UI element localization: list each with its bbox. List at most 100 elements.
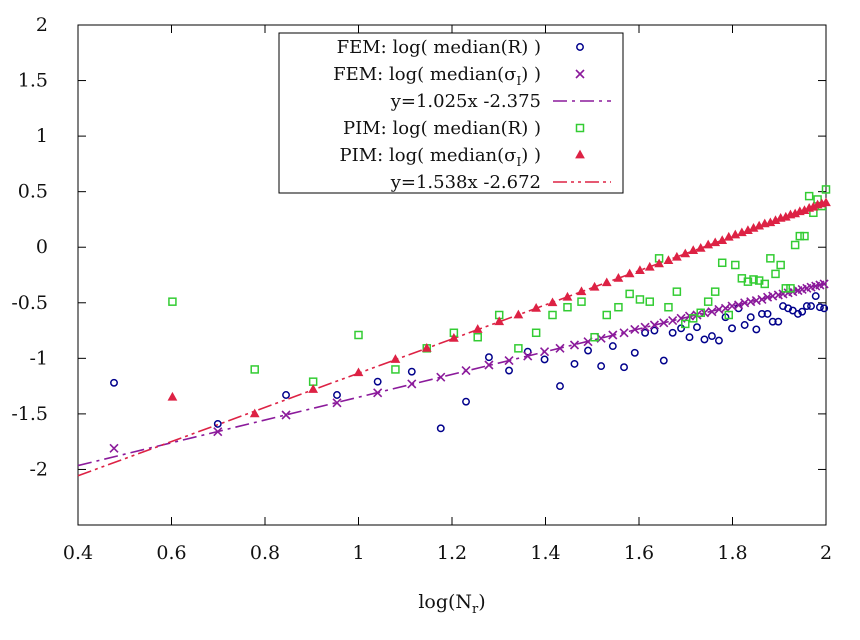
data-point-square: [672, 287, 682, 296]
x-tick-label: 0.4: [63, 542, 93, 564]
data-point-square: [250, 365, 259, 374]
data-point-square: [790, 240, 800, 250]
legend-label: FEM: log( median(σI) ): [333, 64, 541, 88]
data-point-triangle: [601, 277, 612, 287]
data-point-triangle: [688, 245, 699, 254]
data-point-circle: [700, 335, 709, 344]
data-point-triangle: [531, 303, 542, 312]
y-tick-label: -0.5: [11, 292, 48, 314]
data-point-triangle: [494, 316, 505, 326]
data-point-x: [109, 443, 119, 453]
legend: FEM: log( median(R) ) FEM: log( median(σI…: [278, 32, 624, 194]
data-point-square: [781, 284, 791, 293]
data-point-circle: [668, 328, 677, 337]
data-point-x: [668, 315, 678, 326]
x-tick-label: 1: [352, 542, 364, 564]
legend-label: y=1.538x -2.672: [390, 172, 541, 193]
data-point-x: [608, 330, 618, 340]
data-point-triangle: [717, 235, 728, 244]
data-point-x: [407, 379, 417, 389]
y-tick-label: -2: [29, 458, 48, 480]
y-tick-label: 1: [36, 125, 48, 147]
data-point-x: [734, 300, 744, 310]
data-point-circle: [556, 382, 564, 391]
fit-lines: [77, 201, 827, 477]
data-point-circle: [630, 348, 639, 357]
data-point-x: [569, 340, 580, 350]
legend-label: FEM: log( median(R) ): [337, 37, 541, 58]
data-point-square: [786, 284, 795, 293]
axis-ticks: 0.4 0.6 0.8 1 1.2 1.4 1.6 1.8 2 -2 -1.5 -1 -0.5 0 0.5 1…: [11, 14, 832, 564]
data-point-square: [760, 279, 770, 289]
data-point-square: [724, 310, 734, 320]
data-point-x: [436, 372, 446, 382]
data-point-circle: [540, 355, 549, 364]
data-point-square: [749, 275, 758, 284]
data-point-square: [717, 258, 727, 268]
data-point-triangle: [472, 324, 483, 333]
data-point-square: [664, 302, 673, 312]
data-point-circle: [462, 397, 470, 406]
data-point-circle: [570, 359, 579, 368]
legend-label: y=1.025x -2.375: [390, 91, 541, 112]
y-tick-label: 2: [36, 14, 48, 36]
data-point-x: [504, 355, 514, 366]
x-tick-label: 0.8: [250, 542, 280, 564]
data-point-circle: [505, 366, 513, 375]
data-point-circle: [659, 356, 668, 365]
data-point-circle: [820, 304, 829, 313]
data-point-circle: [758, 309, 766, 318]
data-point-square: [548, 310, 557, 320]
data-point-circle: [693, 323, 701, 332]
data-point-triangle: [613, 273, 624, 282]
data-point-x: [539, 347, 550, 357]
data-point-circle: [685, 333, 694, 342]
data-point-circle: [407, 367, 416, 376]
data-point-triangle: [654, 258, 664, 268]
data-point-square: [391, 365, 400, 374]
data-point-circle: [484, 353, 493, 362]
data-point-square: [681, 319, 690, 329]
data-point-circle: [798, 307, 807, 316]
data-point-square: [645, 297, 655, 306]
data-point-square: [473, 332, 482, 342]
data-point-circle: [740, 321, 749, 329]
data-point-circle: [641, 328, 650, 337]
data-point-triangle: [695, 243, 706, 252]
legend-label: PIM: log( median(σI) ): [340, 145, 541, 169]
data-point-square: [743, 277, 753, 286]
data-point-circle: [282, 391, 290, 399]
legend-box: [278, 32, 624, 194]
data-point-circle: [815, 303, 824, 312]
data-point-square: [168, 297, 177, 306]
data-point-triangle: [671, 251, 682, 261]
data-point-x: [640, 322, 650, 332]
data-point-triangle: [821, 197, 831, 207]
data-point-square: [710, 287, 720, 296]
data-point-circle: [608, 342, 617, 351]
data-point-square: [703, 297, 713, 306]
data-point-triangle: [390, 354, 401, 363]
y-tick-label: 0.5: [18, 181, 48, 203]
data-point-square: [688, 314, 698, 323]
data-point-square: [531, 328, 541, 338]
data-point-triangle: [448, 333, 459, 342]
x-tick-label: 1.8: [717, 542, 747, 564]
y-tick-label: -1: [29, 347, 48, 369]
legend-marker-x: [575, 69, 585, 79]
data-point-x: [373, 388, 383, 398]
data-point-square: [614, 302, 623, 312]
data-point-triangle: [663, 255, 674, 264]
data-point-circle: [794, 309, 802, 318]
data-point-circle: [620, 363, 628, 372]
data-point-circle: [746, 313, 755, 322]
data-point-square: [602, 310, 611, 320]
data-point-square: [776, 260, 785, 270]
data-point-square: [795, 231, 805, 241]
data-point-circle: [213, 419, 222, 428]
data-point-square: [590, 332, 599, 342]
legend-marker-triangle: [575, 149, 585, 159]
data-point-circle: [373, 377, 382, 386]
data-point-circle: [584, 346, 592, 355]
